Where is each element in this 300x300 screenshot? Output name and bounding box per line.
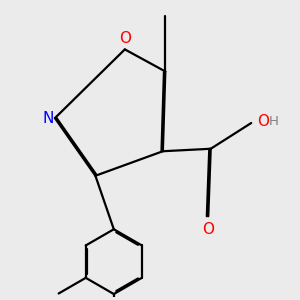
Text: O: O (119, 32, 131, 46)
Text: O: O (257, 114, 269, 129)
Text: N: N (43, 111, 54, 126)
Text: O: O (202, 222, 214, 237)
Text: H: H (269, 115, 279, 128)
